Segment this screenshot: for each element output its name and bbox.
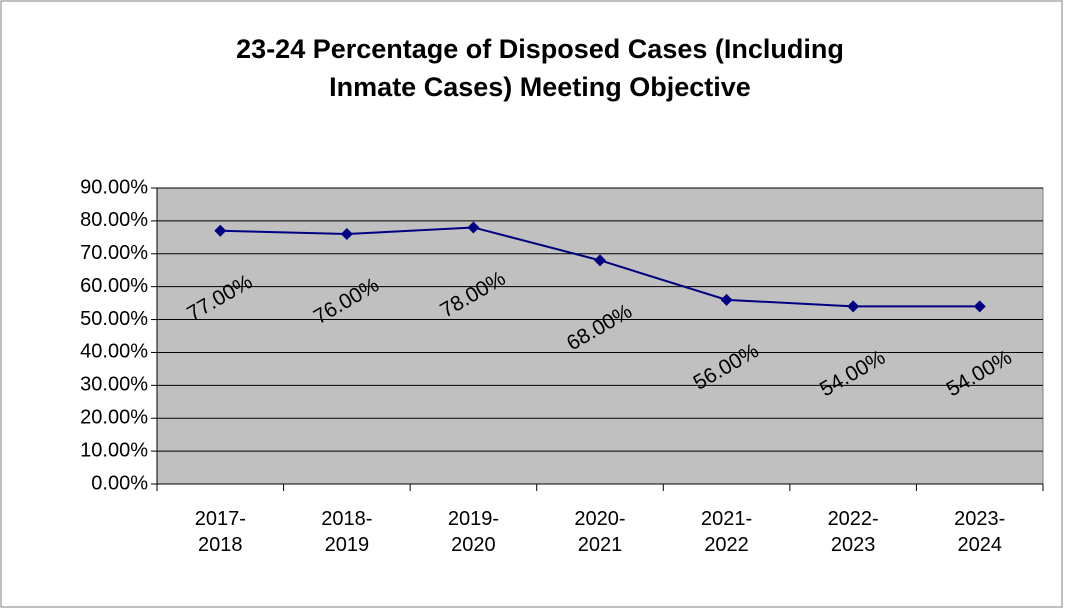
y-tick-label: 10.00% bbox=[80, 439, 148, 461]
point-marker bbox=[594, 254, 606, 267]
x-tick-label: 2021-2022 bbox=[700, 508, 753, 556]
point-marker bbox=[720, 293, 733, 306]
y-tick-label: 30.00% bbox=[80, 374, 148, 396]
x-tick-label: 2022-2023 bbox=[827, 508, 879, 556]
y-tick-label: 40.00% bbox=[80, 341, 148, 363]
point-marker bbox=[467, 221, 480, 234]
point-marker bbox=[214, 224, 227, 237]
y-tick-label: 90.00% bbox=[80, 176, 148, 198]
x-tick-label: 2020-2021 bbox=[574, 508, 626, 556]
plot-area bbox=[156, 187, 1044, 485]
y-tick-label: 80.00% bbox=[80, 209, 148, 231]
point-marker bbox=[340, 228, 353, 241]
point-marker bbox=[847, 300, 860, 313]
x-tick-label: 2018-2019 bbox=[321, 508, 373, 556]
y-tick-label: 60.00% bbox=[80, 275, 148, 297]
x-tick-label: 2019-2020 bbox=[447, 508, 499, 556]
y-tick-label: 50.00% bbox=[80, 308, 148, 330]
point-marker bbox=[973, 300, 986, 313]
chart-title: 23-24 Percentage of Disposed Cases (Incl… bbox=[236, 34, 844, 102]
y-tick-label: 0.00% bbox=[91, 472, 148, 494]
x-tick-label: 2017-2018 bbox=[194, 508, 246, 556]
y-tick-label: 70.00% bbox=[80, 242, 148, 264]
x-tick-label: 2023-2024 bbox=[954, 508, 1006, 556]
y-tick-label: 20.00% bbox=[80, 407, 148, 429]
